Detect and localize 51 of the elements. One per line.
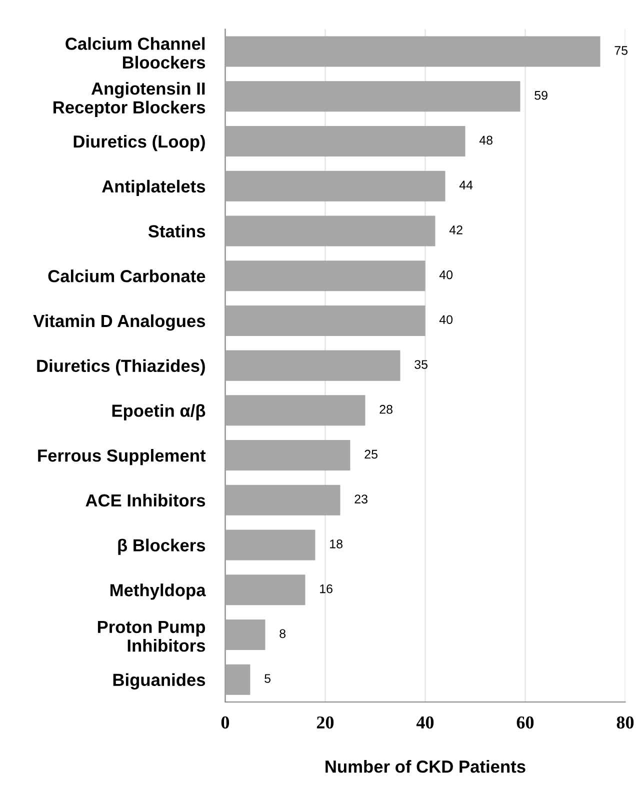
bar: [225, 81, 520, 112]
data-label: 23: [354, 494, 368, 504]
bar: [225, 126, 466, 157]
data-label: 59: [534, 90, 548, 100]
y-tick-label: Methyldopa: [110, 584, 206, 600]
y-tick-label: Biguanides: [113, 673, 206, 690]
data-label: 35: [414, 360, 428, 369]
y-tick-label: Antiplatelets: [102, 180, 206, 196]
x-axis-title: Number of CKD Patients: [326, 760, 526, 773]
y-tick-label: Vitamin D Analogues: [33, 314, 206, 331]
bar: [225, 216, 436, 246]
y-tick-label: Angiotensin II Receptor Blockers: [54, 82, 206, 117]
data-label: 16: [320, 584, 332, 594]
y-tick-label: Calcium Channel Bloockers: [66, 37, 206, 69]
bar: [225, 350, 400, 381]
bar: [225, 395, 366, 426]
data-label: 5: [264, 674, 271, 683]
data-label: 25: [364, 450, 378, 459]
x-tick-label: 20: [316, 716, 334, 729]
data-label: 18: [330, 540, 342, 548]
x-tick-label: 80: [616, 716, 634, 729]
x-tick-label: 40: [416, 716, 434, 729]
y-tick-label: Proton Pump Inhibitors: [98, 620, 206, 652]
y-tick-label: Ferrous Supplement: [38, 448, 206, 466]
data-label: 8: [280, 629, 286, 638]
bar: [225, 440, 350, 471]
bar: [225, 260, 426, 292]
bar: [225, 170, 446, 202]
y-tick-label: Calcium Carbonate: [48, 270, 206, 282]
data-label: 42: [449, 225, 462, 234]
y-tick-label: Diuretics (Thiazides): [37, 359, 205, 376]
data-label: 48: [479, 136, 492, 145]
x-tick-label: 0: [221, 716, 230, 729]
y-tick-label: ACE Inhibitors: [86, 494, 206, 507]
bar: [225, 664, 250, 695]
data-label: 44: [459, 180, 473, 190]
data-label: 75: [614, 46, 628, 55]
bar: [225, 574, 306, 606]
data-label: 40: [439, 315, 453, 324]
y-tick-label: Diuretics (Loop): [74, 134, 205, 152]
data-label: 28: [380, 404, 392, 414]
y-tick-label: Epoetin α/β: [112, 404, 206, 420]
bar: [225, 305, 426, 336]
bar: [225, 484, 340, 516]
bar: [225, 36, 600, 67]
data-label: 40: [439, 270, 453, 280]
bar: [225, 530, 316, 560]
x-tick-label: 60: [516, 716, 534, 729]
bar: [225, 619, 266, 650]
y-tick-label: Statins: [148, 224, 206, 238]
y-tick-label: β Blockers: [118, 538, 206, 555]
